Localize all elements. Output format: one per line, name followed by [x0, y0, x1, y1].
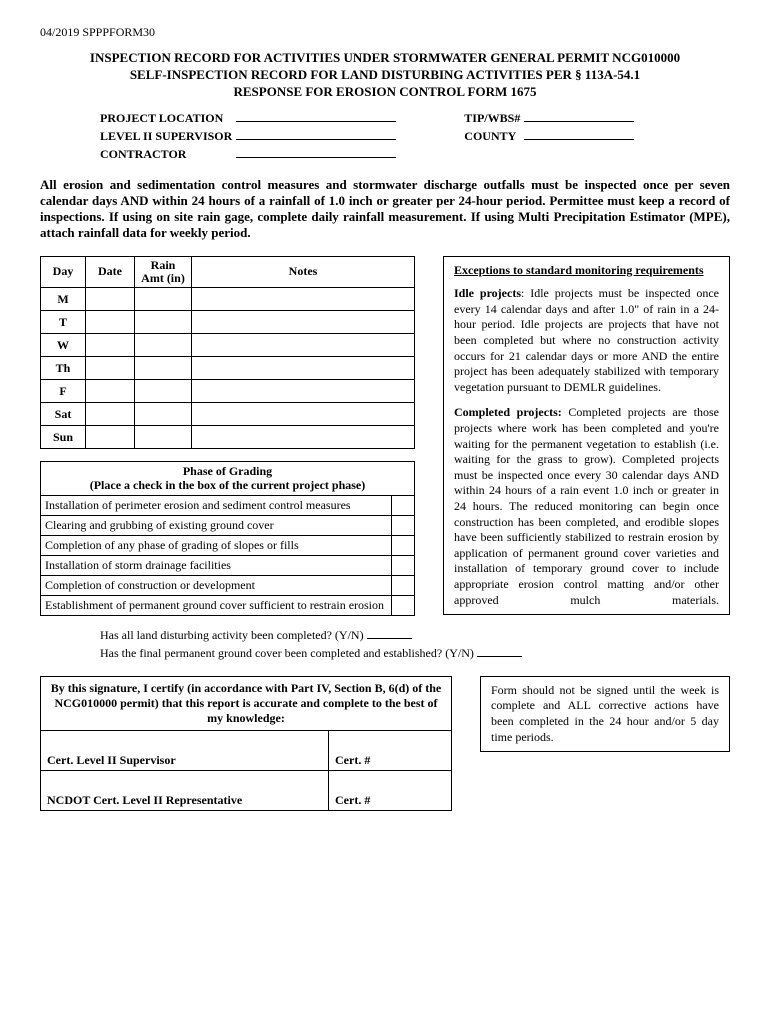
question-1: Has all land disturbing activity been co… [100, 628, 364, 642]
rain-amt-field[interactable] [135, 357, 192, 380]
rain-amt-field[interactable] [135, 403, 192, 426]
exceptions-box: Exceptions to standard monitoring requir… [443, 256, 730, 615]
q1-answer[interactable] [367, 628, 412, 639]
rain-date-field[interactable] [86, 426, 135, 449]
exceptions-title: Exceptions to standard monitoring requir… [454, 263, 719, 279]
header-line-1: INSPECTION RECORD FOR ACTIVITIES UNDER S… [40, 50, 730, 67]
rain-th-date: Date [86, 256, 135, 287]
rain-notes-field[interactable] [192, 426, 415, 449]
cert-statement: By this signature, I certify (in accorda… [41, 677, 451, 731]
phase-row: Completion of construction or developmen… [41, 575, 392, 595]
level-ii-label: LEVEL II SUPERVISOR [100, 127, 236, 145]
rain-notes-field[interactable] [192, 403, 415, 426]
rain-day: Sun [41, 426, 86, 449]
phase-row: Establishment of permanent ground cover … [41, 595, 392, 615]
form-id: 04/2019 SPPPFORM30 [40, 25, 730, 40]
sig-supervisor-cert: Cert. # [328, 731, 451, 770]
contractor-field[interactable] [236, 145, 396, 158]
rain-day: F [41, 380, 86, 403]
tip-field[interactable] [524, 109, 634, 122]
rain-notes-field[interactable] [192, 288, 415, 311]
rain-th-day: Day [41, 256, 86, 287]
rain-date-field[interactable] [86, 403, 135, 426]
q2-answer[interactable] [477, 646, 522, 657]
project-location-label: PROJECT LOCATION [100, 109, 236, 127]
rain-day: T [41, 311, 86, 334]
sig-ncdot-cert: Cert. # [328, 771, 451, 810]
rain-day: M [41, 288, 86, 311]
completed-text: Completed projects are those projects wh… [454, 405, 719, 606]
project-location-field[interactable] [236, 109, 396, 122]
rain-amt-field[interactable] [135, 288, 192, 311]
idle-text: : Idle projects must be inspected once e… [454, 286, 719, 394]
rain-amt-field[interactable] [135, 380, 192, 403]
phase-check[interactable] [392, 555, 415, 575]
tip-label: TIP/WBS# [464, 109, 524, 127]
phase-check[interactable] [392, 495, 415, 515]
header-line-3: RESPONSE FOR EROSION CONTROL FORM 1675 [40, 84, 730, 101]
rain-day: W [41, 334, 86, 357]
rain-notes-field[interactable] [192, 357, 415, 380]
phase-check[interactable] [392, 575, 415, 595]
phase-row: Installation of perimeter erosion and se… [41, 495, 392, 515]
signature-note: Form should not be signed until the week… [480, 676, 730, 752]
rain-date-field[interactable] [86, 357, 135, 380]
phase-header: Phase of Grading (Place a check in the b… [41, 462, 415, 496]
project-info: PROJECT LOCATION TIP/WBS# LEVEL II SUPER… [100, 109, 730, 163]
signature-box: By this signature, I certify (in accorda… [40, 676, 452, 811]
rain-th-amt: Rain Amt (in) [135, 256, 192, 287]
phase-row: Clearing and grubbing of existing ground… [41, 515, 392, 535]
sig-ncdot-label: NCDOT Cert. Level II Representative [41, 771, 328, 810]
rain-notes-field[interactable] [192, 334, 415, 357]
question-2: Has the final permanent ground cover bee… [100, 646, 474, 660]
idle-label: Idle projects [454, 286, 521, 300]
rain-th-notes: Notes [192, 256, 415, 287]
rain-notes-field[interactable] [192, 380, 415, 403]
rain-amt-field[interactable] [135, 334, 192, 357]
sig-supervisor-label: Cert. Level II Supervisor [41, 731, 328, 770]
phase-table: Phase of Grading (Place a check in the b… [40, 461, 415, 616]
contractor-label: CONTRACTOR [100, 145, 236, 163]
completed-label: Completed projects: [454, 405, 562, 419]
county-label: COUNTY [464, 127, 524, 145]
phase-title-2: (Place a check in the box of the current… [90, 478, 366, 492]
level-ii-field[interactable] [236, 127, 396, 140]
phase-check[interactable] [392, 535, 415, 555]
rain-date-field[interactable] [86, 334, 135, 357]
rain-date-field[interactable] [86, 288, 135, 311]
rain-amt-field[interactable] [135, 426, 192, 449]
phase-row: Completion of any phase of grading of sl… [41, 535, 392, 555]
phase-title-1: Phase of Grading [183, 464, 272, 478]
rain-day: Sat [41, 403, 86, 426]
phase-row: Installation of storm drainage facilitie… [41, 555, 392, 575]
phase-check[interactable] [392, 595, 415, 615]
rain-date-field[interactable] [86, 380, 135, 403]
main-instruction: All erosion and sedimentation control me… [40, 177, 730, 242]
rain-table: Day Date Rain Amt (in) Notes M T W Th F … [40, 256, 415, 449]
form-header: INSPECTION RECORD FOR ACTIVITIES UNDER S… [40, 50, 730, 101]
rain-notes-field[interactable] [192, 311, 415, 334]
questions: Has all land disturbing activity been co… [100, 626, 730, 662]
rain-day: Th [41, 357, 86, 380]
phase-check[interactable] [392, 515, 415, 535]
county-field[interactable] [524, 127, 634, 140]
rain-date-field[interactable] [86, 311, 135, 334]
rain-amt-field[interactable] [135, 311, 192, 334]
header-line-2: SELF-INSPECTION RECORD FOR LAND DISTURBI… [40, 67, 730, 84]
